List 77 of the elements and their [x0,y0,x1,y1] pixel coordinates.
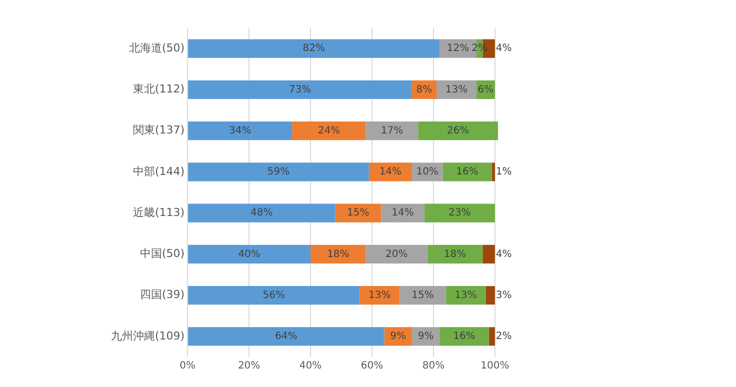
y-tick-label: 関東(137) [132,124,185,137]
data-label: 14% [379,166,402,178]
bar [366,122,418,140]
y-tick-label: 北海道(50) [128,41,185,54]
y-tick-label: 中国(50) [140,247,185,260]
y-tick-label: 中部(144) [132,164,185,178]
bar [368,162,412,182]
bar [488,327,495,346]
bar [360,286,400,305]
data-label: 24% [318,125,340,136]
bar [427,244,483,264]
data-label: 1% [496,166,512,178]
data-label: 56% [262,290,286,301]
data-label: 8% [416,84,432,96]
bar [188,286,360,305]
data-label: 13% [454,290,477,301]
data-label: 82% [302,43,325,54]
data-label: 18% [327,248,350,260]
bar [440,327,489,346]
bar [436,80,476,99]
bar [188,80,412,99]
x-tick-label: 80% [422,360,445,372]
data-label: 23% [448,208,471,219]
bar [486,286,495,305]
data-label: 9% [390,331,406,342]
bar [482,244,495,264]
data-label: 3% [496,290,512,301]
data-label: 16% [456,166,478,178]
y-tick-label: 東北(112) [132,82,185,96]
bar [188,122,292,140]
bar [188,244,311,264]
x-tick-label: 40% [299,360,322,372]
data-label: 15% [347,208,370,219]
data-label: 18% [444,248,466,260]
data-label: 15% [412,290,434,301]
data-label: 48% [250,208,273,219]
y-tick-label: 九州沖縄(109) [110,329,185,342]
data-label: 16% [453,331,476,342]
data-label: 4% [496,248,512,260]
data-label: 9% [418,331,434,342]
bar [188,204,336,222]
data-label: 13% [368,290,391,301]
bar [310,244,366,264]
bar [335,204,382,222]
x-tick-label: 60% [360,360,384,372]
data-label: 73% [288,84,312,96]
data-label: 20% [385,248,408,260]
y-tick-label: 近畿(113) [132,206,185,219]
x-tick-label: 20% [238,360,260,372]
data-label: 2% [496,331,512,342]
bar [188,162,369,182]
data-label: 59% [267,166,290,178]
data-label: 40% [238,248,260,260]
data-label: 17% [380,125,404,136]
bar [400,286,446,305]
bar [366,244,428,264]
bar [381,204,424,222]
bar [424,204,495,222]
x-tick-label: 100% [480,360,510,372]
x-tick-label: 0% [180,360,196,372]
bar [292,122,366,140]
y-tick-label: 四国(39) [140,288,185,302]
bar [492,162,495,182]
bar [188,39,440,58]
data-label: 14% [392,208,414,219]
data-label: 2% [472,43,488,54]
data-label: 13% [445,84,468,96]
bar [418,122,498,140]
data-label: 10% [416,166,438,178]
bar [188,327,384,346]
data-label: 12% [446,43,470,54]
bar [442,162,492,182]
data-label: 64% [275,331,298,342]
data-label: 4% [496,43,512,54]
data-label: 34% [228,125,252,136]
data-label: 26% [446,125,470,136]
data-label: 6% [478,84,494,96]
